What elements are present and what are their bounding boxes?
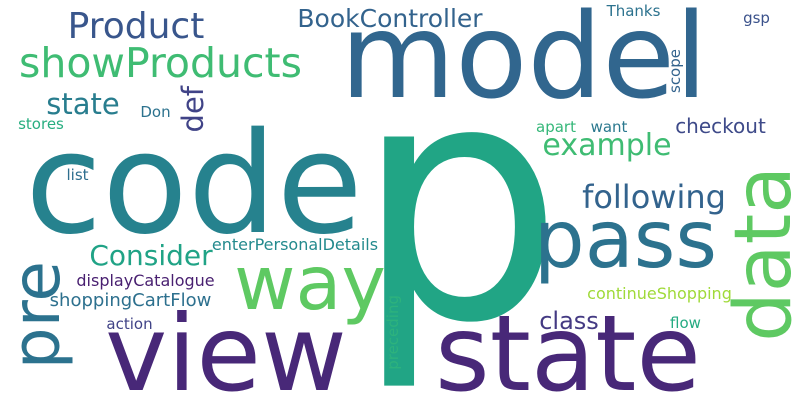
word-product: Product [67, 6, 205, 47]
word-consider: Consider [89, 238, 213, 272]
word-gsp: gsp [743, 9, 770, 27]
word-list: list [66, 166, 89, 184]
word-model: model [340, 0, 708, 125]
word-bookcontroller: BookController [297, 4, 483, 33]
word-view: view [105, 292, 347, 400]
word-shoppingcartflow: shoppingCartFlow [49, 290, 212, 311]
word-action: action [106, 314, 153, 333]
word-way: way [234, 239, 386, 327]
word-class: class [539, 306, 599, 335]
word-showproducts: showProducts [19, 39, 302, 87]
word-enterpersonaldetails: enterPersonalDetails [211, 235, 379, 254]
word-preceding: preceding [383, 294, 402, 370]
word-stores: stores [18, 115, 64, 133]
word-pass: pass [533, 193, 718, 286]
word-data: data [719, 166, 800, 342]
word-example: example [542, 128, 672, 163]
word-p: p [354, 11, 564, 395]
word-def: def [176, 86, 210, 133]
word-apart: apart [536, 118, 576, 136]
word-checkout: checkout [675, 113, 766, 138]
word-code: code [25, 103, 363, 266]
word-flow: flow [670, 314, 701, 332]
word-continueshopping: continueShopping [587, 284, 732, 303]
word-following: following [582, 177, 726, 216]
word-scope: scope [666, 49, 684, 93]
word-displaycatalogue: displayCatalogue [76, 271, 215, 290]
word-don: Don [140, 103, 171, 121]
word-state-large: state [435, 292, 701, 400]
word-state-small: state [46, 87, 120, 121]
word-pre: pre [0, 261, 75, 370]
word-want: want [590, 118, 628, 136]
word-thanks: Thanks [606, 2, 661, 20]
